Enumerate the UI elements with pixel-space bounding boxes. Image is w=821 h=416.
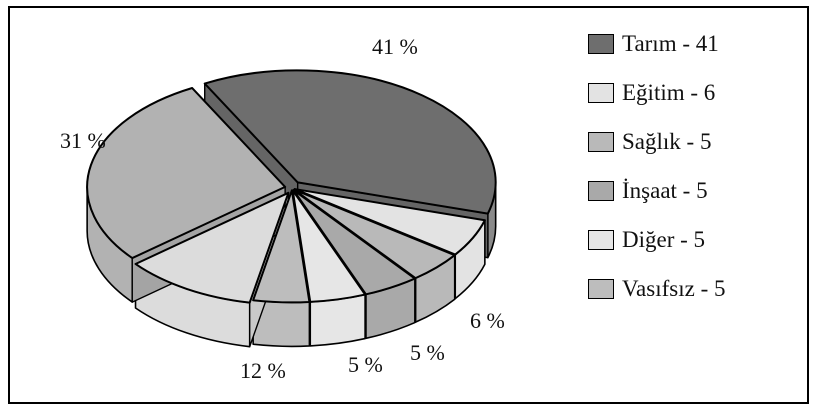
pie-label-0: 41 %: [372, 34, 418, 59]
legend-swatch: [588, 132, 614, 152]
legend-label: Eğitim - 6: [622, 80, 716, 105]
pie-slice-0: [203, 69, 497, 215]
legend-item-5: Vasıfsız - 5: [588, 275, 725, 303]
legend-item-2: Sağlık - 5: [588, 128, 711, 156]
legend-swatch: [588, 230, 614, 250]
legend-label: Vasıfsız - 5: [622, 276, 726, 301]
legend-label: İnşaat - 5: [622, 178, 708, 203]
pie-label-6: 12 %: [240, 358, 286, 383]
legend-item-3: İnşaat - 5: [588, 177, 708, 205]
pie-slice-5: [252, 189, 311, 304]
legend-item-4: Diğer - 5: [588, 226, 705, 254]
legend-item-0: Tarım - 41: [588, 30, 719, 58]
pie-slice-7: [86, 87, 287, 260]
pie-label-7: 31 %: [60, 128, 106, 153]
legend-swatch: [588, 279, 614, 299]
pie-label-3: 5 %: [348, 352, 383, 377]
legend-swatch: [588, 34, 614, 54]
legend-label: Diğer - 5: [622, 227, 706, 252]
legend-swatch: [588, 83, 614, 103]
pie-label-2: 5 %: [410, 340, 445, 365]
legend-label: Tarım - 41: [622, 31, 719, 56]
legend-swatch: [588, 181, 614, 201]
pie-slice-6: [134, 191, 290, 304]
pie-tops: [86, 69, 497, 304]
legend-label: Sağlık - 5: [622, 129, 712, 154]
legend-item-1: Eğitim - 6: [588, 79, 715, 107]
pie-label-1: 6 %: [470, 308, 505, 333]
pie-labels: 41 % 6 % 5 % 5 % 12 % 31 %: [60, 34, 505, 383]
